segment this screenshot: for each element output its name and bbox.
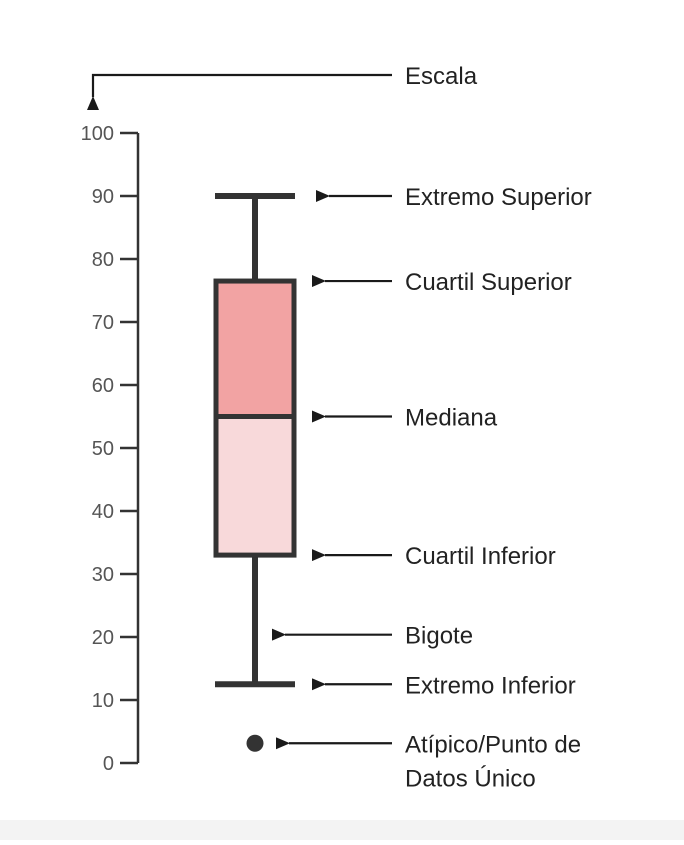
label-q1: Cuartil Inferior — [405, 543, 556, 570]
label-outlier-line1: Atípico/Punto de — [405, 731, 581, 758]
tick-label: 0 — [103, 753, 114, 775]
outlier-point — [246, 734, 264, 752]
label-q3: Cuartil Superior — [405, 269, 572, 296]
scale-axis: 0 10 20 30 40 50 60 70 80 90 100 Escala — [81, 63, 478, 775]
tick-label: 100 — [81, 123, 114, 145]
tick-label: 40 — [92, 501, 114, 523]
bottom-band — [0, 820, 684, 840]
label-whisker-max: Extremo Superior — [405, 184, 592, 211]
upper-box — [216, 281, 294, 417]
tick-label: 90 — [92, 186, 114, 208]
tick-label: 70 — [92, 312, 114, 334]
box-plot — [213, 193, 297, 752]
tick-label: 50 — [92, 438, 114, 460]
tick-label: 30 — [92, 564, 114, 586]
lower-box — [216, 416, 294, 556]
tick-label: 20 — [92, 627, 114, 649]
label-whisker-min: Extremo Inferior — [405, 672, 576, 699]
label-median: Mediana — [405, 405, 498, 432]
scale-arrow — [87, 73, 392, 110]
label-whisker: Bigote — [405, 623, 473, 650]
scale-label: Escala — [405, 63, 478, 90]
label-outlier-line2: Datos Único — [405, 765, 536, 792]
tick-label: 60 — [92, 375, 114, 397]
annotations: Extremo Superior Cuartil Superior Mediana C… — [272, 184, 592, 792]
label-outlier: Atípico/Punto de Datos Único — [405, 731, 581, 792]
tick-label: 80 — [92, 249, 114, 271]
tick-label: 10 — [92, 690, 114, 712]
